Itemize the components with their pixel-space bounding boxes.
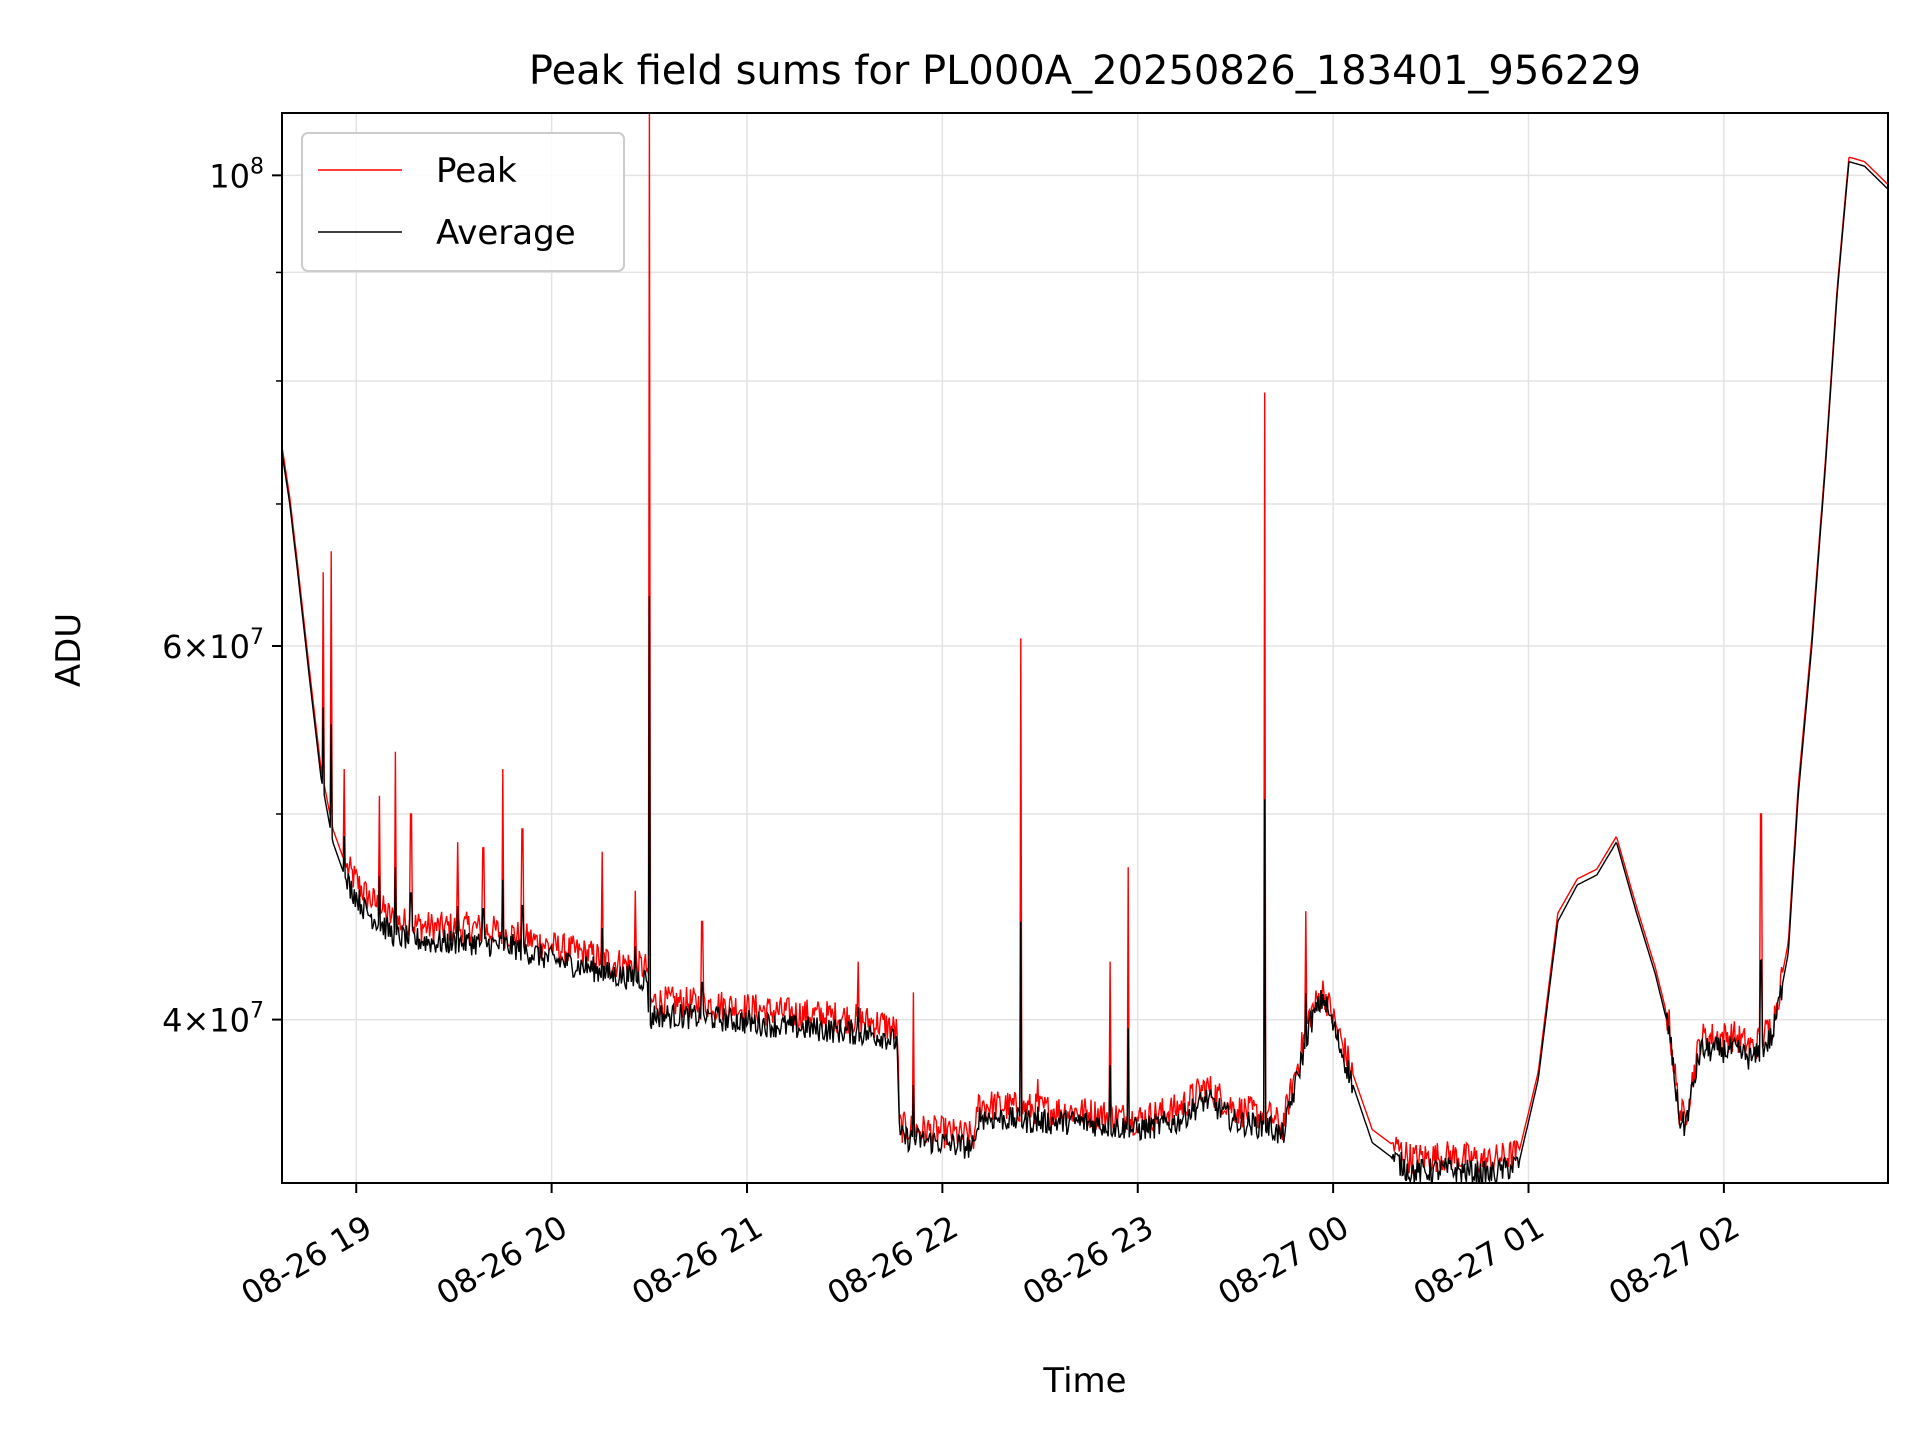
plot-frame bbox=[281, 112, 1889, 1184]
legend: Peak Average bbox=[301, 132, 625, 272]
legend-average-label: Average bbox=[436, 213, 576, 253]
series-layer bbox=[281, 112, 1889, 1184]
y-tick-label: 4×107 bbox=[162, 999, 264, 1040]
legend-box bbox=[301, 132, 625, 272]
x-axis-label: Time bbox=[1042, 1361, 1126, 1401]
y-tick-label: 6×107 bbox=[162, 625, 264, 666]
chart-title: Peak field sums for PL000A_20250826_1834… bbox=[529, 48, 1641, 94]
y-axis-label: ADU bbox=[49, 613, 89, 687]
legend-peak-label: Peak bbox=[436, 151, 517, 191]
grid bbox=[282, 113, 1888, 1183]
series-line-average bbox=[281, 161, 1889, 1184]
